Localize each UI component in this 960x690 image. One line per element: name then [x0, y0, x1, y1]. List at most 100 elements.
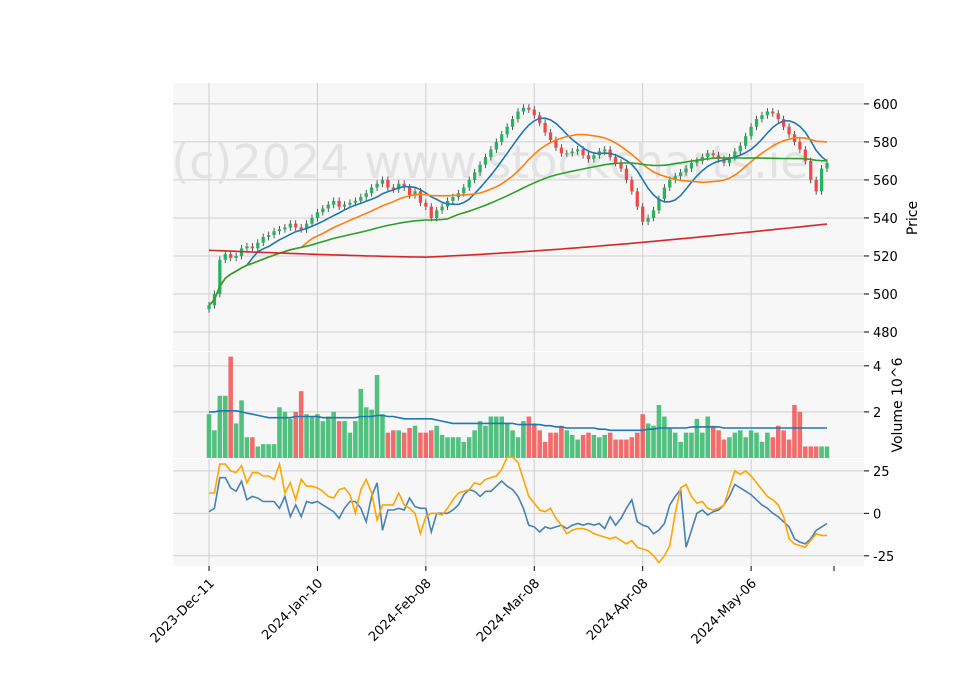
candle-body: [570, 151, 574, 154]
oscillator-tick-label: -25: [873, 550, 894, 565]
candle-body: [565, 153, 569, 155]
price-tick-label: 500: [873, 288, 898, 303]
volume-bar: [222, 395, 228, 458]
candle-body: [370, 187, 374, 194]
volume-bar: [515, 437, 521, 458]
candle-body: [749, 126, 753, 137]
candle-body: [483, 157, 488, 165]
volume-bar: [510, 430, 515, 458]
volume-bar: [401, 432, 407, 458]
price-tick-label: 540: [873, 212, 898, 227]
candle-body: [283, 227, 287, 230]
volume-bar: [233, 423, 239, 458]
volume-bar: [282, 411, 288, 458]
candle-body: [321, 208, 325, 213]
volume-axis-label: Volume 10^6: [890, 357, 906, 452]
candle-body: [776, 113, 780, 120]
volume-bar: [369, 409, 374, 458]
candle-body: [435, 210, 439, 218]
volume-bar: [564, 430, 570, 458]
date-tick-label: 2023-Dec-11: [148, 576, 218, 646]
candle-body: [825, 162, 829, 169]
volume-bar: [483, 425, 488, 458]
volume-bar: [461, 441, 467, 458]
candle-body: [733, 151, 737, 158]
volume-bar: [786, 439, 792, 458]
candle-body: [288, 223, 292, 228]
candle-body: [532, 109, 536, 116]
volume-bar: [624, 439, 629, 458]
candle-body: [727, 157, 732, 163]
candle-body: [673, 176, 677, 180]
volume-bar: [260, 444, 266, 458]
volume-bar: [385, 432, 391, 458]
candle-body: [554, 140, 558, 148]
price-tick-label: 600: [873, 98, 898, 113]
volume-bar: [819, 446, 824, 458]
volume-bar: [217, 395, 223, 458]
candle-body: [754, 119, 759, 127]
volume-bar: [434, 425, 439, 458]
volume-bar: [288, 418, 293, 458]
volume-bar: [353, 421, 358, 458]
candle-body: [494, 141, 498, 150]
candle-body: [337, 200, 341, 207]
oscillator-tick-label: 25: [873, 465, 890, 480]
date-tick-label: 2024-Jan-10: [259, 576, 326, 643]
volume-bar: [721, 439, 727, 458]
volume-bar: [293, 411, 299, 458]
candle-body: [706, 153, 710, 158]
volume-bar: [602, 434, 608, 458]
volume-plot: [206, 356, 830, 458]
volume-bar: [700, 432, 705, 458]
volume-bar: [634, 432, 640, 458]
volume-bar: [380, 414, 385, 458]
volume-bar: [716, 430, 721, 458]
volume-bar: [813, 446, 819, 458]
candle-body: [364, 193, 368, 198]
volume-bar: [694, 418, 700, 458]
ma-short-line: [208, 117, 828, 306]
volume-bar: [347, 432, 353, 458]
volume-bar: [597, 437, 602, 458]
volume-bar: [331, 411, 336, 458]
volume-bar: [255, 446, 261, 458]
candle-body: [304, 223, 309, 230]
candle-body: [451, 197, 455, 201]
candle-body: [489, 149, 493, 158]
volume-bar: [239, 400, 244, 458]
candle-body: [651, 210, 656, 218]
volume-bar: [499, 416, 505, 458]
volume-bar: [754, 432, 759, 458]
volume-bar: [271, 444, 277, 458]
candle-body: [592, 155, 596, 160]
candle-body: [207, 305, 211, 310]
volume-bar: [374, 375, 380, 458]
price-tick-label: 480: [873, 326, 898, 341]
volume-bar: [645, 423, 651, 458]
price-plot: [207, 104, 829, 313]
candle-body: [234, 255, 238, 258]
candle-body: [315, 212, 320, 218]
candle-body: [679, 172, 683, 177]
candle-body: [256, 242, 260, 249]
volume-bar: [640, 414, 645, 458]
candle-body: [277, 229, 282, 232]
price-panel-bg: [173, 83, 864, 351]
volume-bar: [363, 407, 369, 458]
candle-body: [342, 204, 347, 207]
volume-bar: [759, 441, 765, 458]
candle-body: [819, 168, 824, 192]
volume-bar: [656, 405, 662, 458]
volume-bar: [737, 430, 743, 458]
candle-body: [684, 168, 688, 173]
candle-body: [798, 141, 802, 150]
candle-body: [397, 183, 401, 190]
candle-body: [657, 198, 661, 211]
candle-body: [641, 206, 645, 222]
volume-bar: [212, 430, 217, 458]
candle-body: [261, 236, 265, 243]
volume-bar: [466, 437, 472, 458]
candle-body: [624, 168, 629, 180]
